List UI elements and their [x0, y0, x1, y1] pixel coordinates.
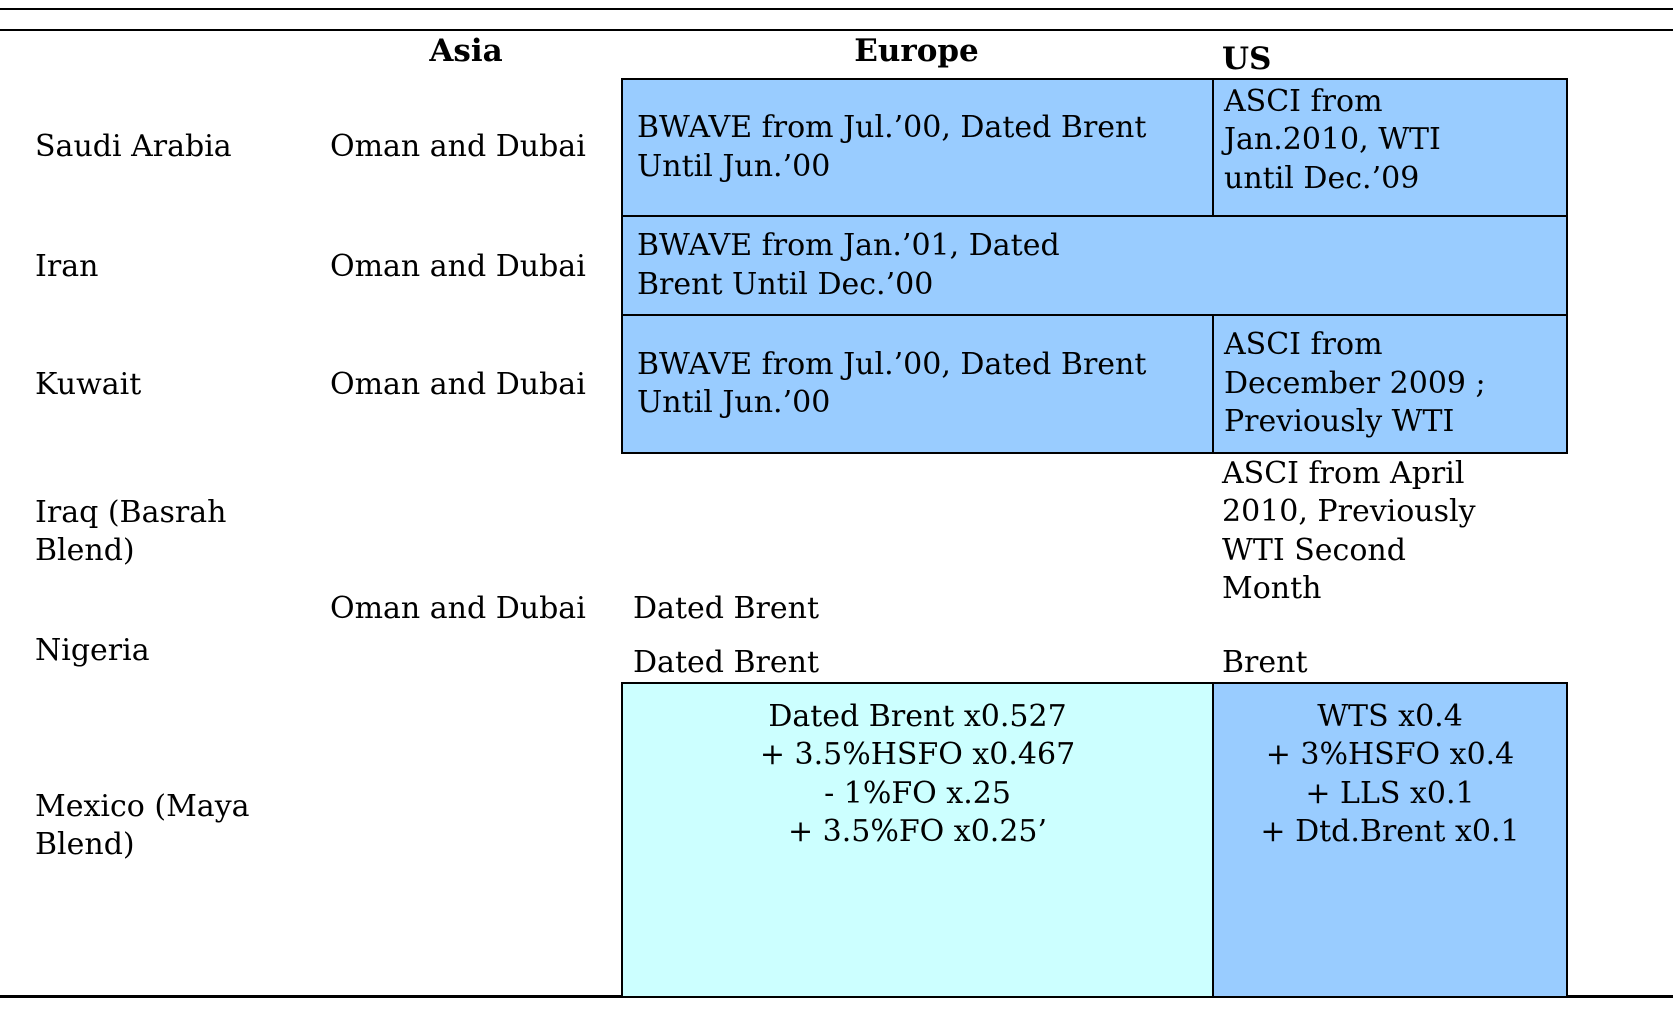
us-benchmark-nigeria: Brent	[1222, 645, 1308, 680]
header-top-rule	[0, 29, 1673, 31]
asia-benchmark-saudi: Oman and Dubai	[330, 129, 586, 164]
country-label-iran: Iran	[35, 249, 99, 284]
europe-benchmark-saudi-cell: BWAVE from Jul.’00, Dated Brent Until Ju…	[621, 78, 1214, 217]
us-benchmark-saudi-cell: ASCI from Jan.2010, WTI until Dec.’09	[1212, 78, 1568, 217]
column-header-asia: Asia	[429, 33, 503, 69]
asia-benchmark-kuwait: Oman and Dubai	[330, 367, 586, 402]
us-formula-mexico-cell: WTS x0.4 + 3%HSFO x0.4 + LLS x0.1 + Dtd.…	[1212, 682, 1568, 998]
country-label-saudi-arabia: Saudi Arabia	[35, 129, 232, 164]
country-label-mexico: Mexico (Maya Blend)	[35, 789, 250, 863]
column-header-europe: Europe	[854, 33, 979, 69]
country-label-kuwait: Kuwait	[35, 367, 142, 402]
column-header-us: US	[1222, 41, 1272, 77]
country-label-nigeria: Nigeria	[35, 633, 150, 668]
top-rule	[0, 8, 1673, 10]
us-benchmark-kuwait-cell: ASCI from December 2009 ; Previously WTI	[1212, 314, 1568, 454]
europe-benchmark-nigeria: Dated Brent	[633, 645, 820, 680]
asia-benchmark-iran: Oman and Dubai	[330, 249, 586, 284]
country-label-iraq: Iraq (Basrah Blend)	[35, 495, 227, 569]
us-benchmark-iraq: ASCI from April 2010, Previously WTI Sec…	[1222, 456, 1476, 607]
europe-benchmark-kuwait-cell: BWAVE from Jul.’00, Dated Brent Until Ju…	[621, 314, 1214, 454]
europe-us-benchmark-iran-cell: BWAVE from Jan.’01, Dated Brent Until De…	[621, 215, 1568, 316]
europe-formula-mexico-cell: Dated Brent x0.527 + 3.5%HSFO x0.467 - 1…	[621, 682, 1214, 998]
europe-benchmark-iraq: Dated Brent	[633, 591, 820, 626]
asia-benchmark-iraq-nigeria: Oman and Dubai	[330, 591, 586, 626]
